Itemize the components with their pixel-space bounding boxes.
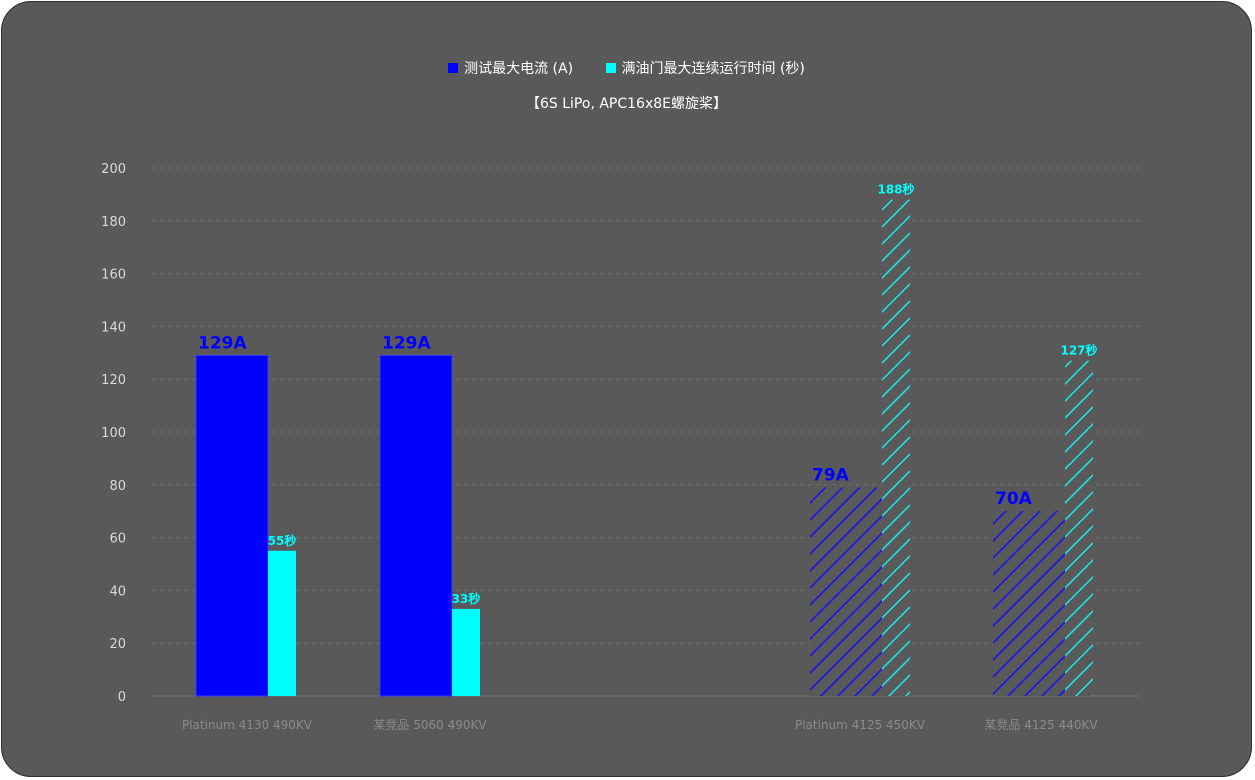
y-tick-label: 20 [109,637,126,652]
bar-runtime [268,550,296,696]
y-tick-label: 180 [101,215,126,230]
data-label-current: 129A [198,333,247,353]
y-tick-label: 0 [118,690,126,705]
y-tick-label: 160 [101,268,126,283]
data-label-current: 129A [382,333,431,353]
y-tick-label: 120 [101,373,126,388]
data-label-runtime: 127秒 [1060,343,1097,358]
data-label-runtime: 33秒 [452,591,481,606]
x-category-label: 某竞品 5060 490KV [373,718,487,732]
chart-legend: 测试最大电流 (A) 满油门最大连续运行时间 (秒) [2,58,1251,78]
x-category-label: 某竞品 4125 440KV [984,718,1098,732]
legend-label-current: 测试最大电流 (A) [464,61,574,77]
y-tick-label: 40 [109,584,126,599]
data-label-current: 70A [995,489,1033,509]
y-tick-label: 200 [101,162,126,177]
bar-runtime [1065,360,1093,696]
bar-current [993,511,1065,696]
legend-swatch-current [448,63,459,73]
bar-current [195,354,269,697]
legend-item-current: 测试最大电流 (A) [448,58,573,78]
bar-runtime [452,608,480,696]
data-label-current: 79A [812,465,850,485]
bar-runtime [882,199,910,696]
bar-current [810,487,882,696]
chart-subtitle: 【6S LiPo, APC16x8E螺旋桨】 [526,96,727,112]
data-label-runtime: 188秒 [877,182,914,197]
y-tick-label: 140 [101,320,126,335]
y-tick-label: 100 [101,426,126,441]
y-tick-label: 80 [109,479,126,494]
legend-item-runtime: 满油门最大连续运行时间 (秒) [605,58,805,78]
x-category-label: Platinum 4125 450KV [795,718,926,732]
data-label-runtime: 55秒 [268,533,297,548]
legend-label-runtime: 满油门最大连续运行时间 (秒) [621,61,805,77]
legend-swatch-runtime [605,63,616,73]
bar-current [379,354,453,697]
y-tick-label: 60 [109,532,126,547]
x-category-label: Platinum 4130 490KV [182,718,313,732]
